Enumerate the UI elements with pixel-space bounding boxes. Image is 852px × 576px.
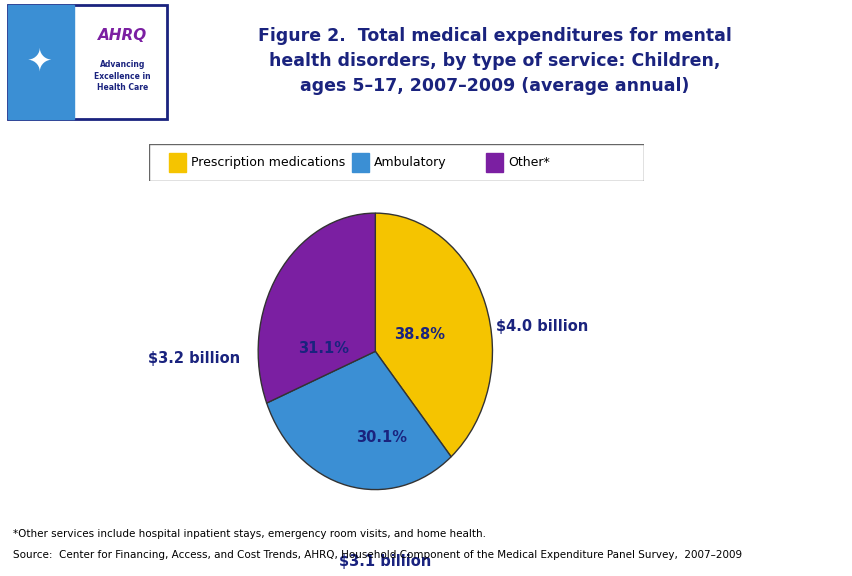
Bar xyxy=(8,5,74,119)
Text: $4.0 billion: $4.0 billion xyxy=(495,319,587,334)
Wedge shape xyxy=(267,351,451,490)
Bar xyxy=(485,153,503,172)
Text: Advancing
Excellence in
Health Care: Advancing Excellence in Health Care xyxy=(94,60,151,92)
Bar xyxy=(352,153,369,172)
Text: 31.1%: 31.1% xyxy=(298,341,348,356)
Text: Figure 2.  Total medical expenditures for mental
health disorders, by type of se: Figure 2. Total medical expenditures for… xyxy=(257,27,731,95)
Text: *Other services include hospital inpatient stays, emergency room visits, and hom: *Other services include hospital inpatie… xyxy=(13,529,486,539)
Text: ✦: ✦ xyxy=(26,47,52,77)
Wedge shape xyxy=(375,213,492,457)
Text: Other*: Other* xyxy=(508,156,549,169)
FancyBboxPatch shape xyxy=(149,144,643,181)
Text: $3.1 billion: $3.1 billion xyxy=(338,554,430,569)
Text: AHRQ: AHRQ xyxy=(98,28,147,43)
Text: 38.8%: 38.8% xyxy=(394,327,445,342)
Text: 30.1%: 30.1% xyxy=(355,430,406,445)
Wedge shape xyxy=(258,213,375,403)
Text: Ambulatory: Ambulatory xyxy=(374,156,446,169)
Bar xyxy=(169,153,186,172)
Text: Source:  Center for Financing, Access, and Cost Trends, AHRQ, Household Componen: Source: Center for Financing, Access, an… xyxy=(13,550,741,559)
Text: $3.2 billion: $3.2 billion xyxy=(147,351,239,366)
Text: Prescription medications: Prescription medications xyxy=(191,156,345,169)
FancyBboxPatch shape xyxy=(8,5,167,119)
